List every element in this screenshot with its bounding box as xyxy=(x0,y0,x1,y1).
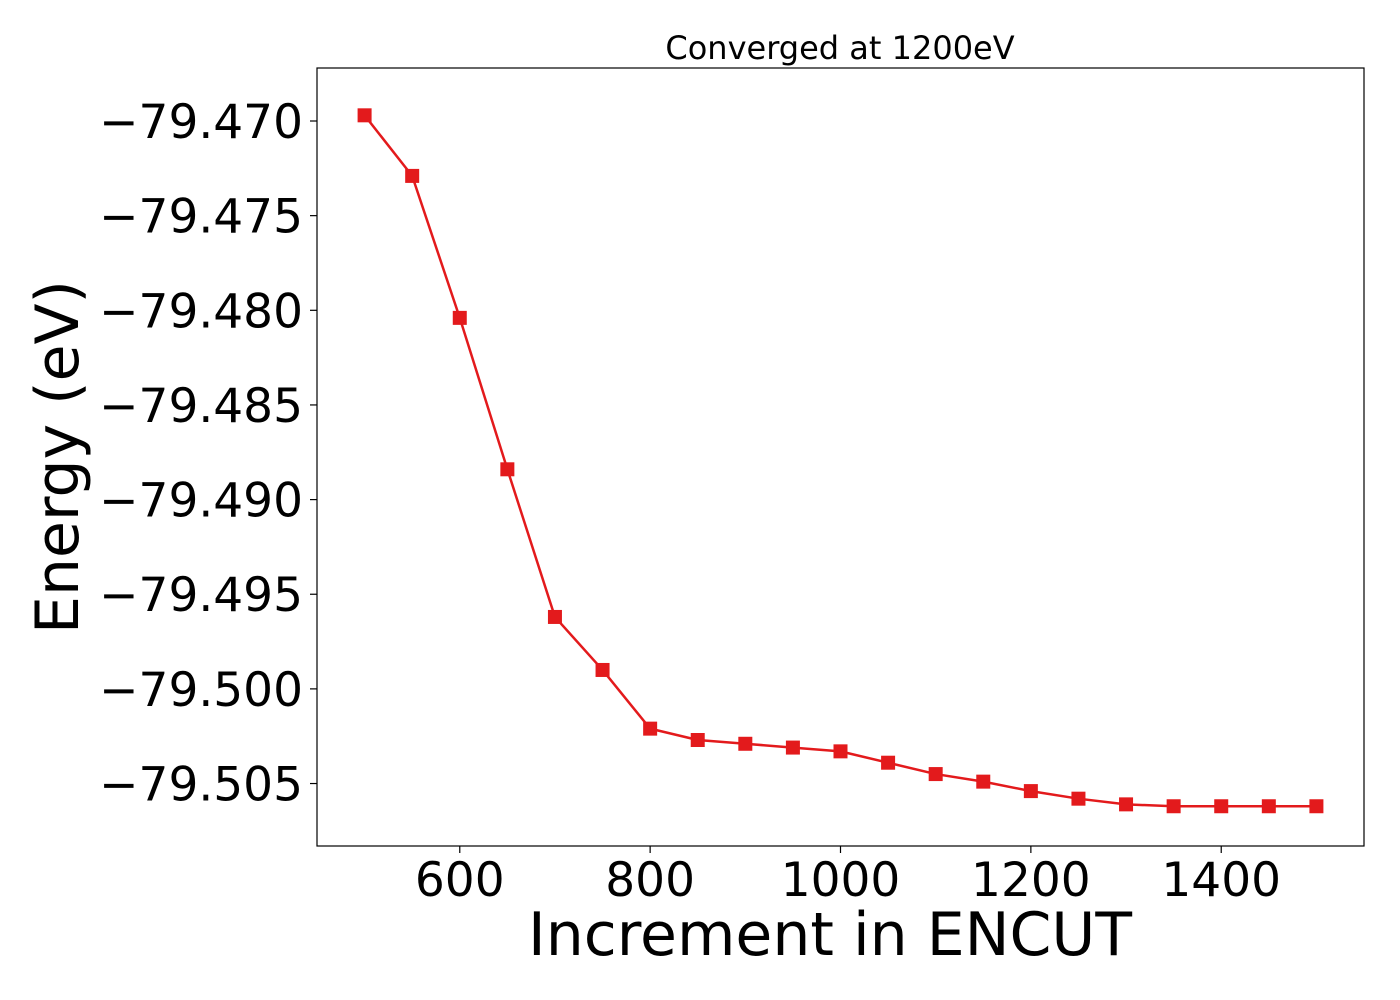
data-point-marker xyxy=(1214,799,1229,814)
x-tick-label: 1400 xyxy=(1161,853,1281,908)
data-point-marker xyxy=(976,774,991,789)
data-point-marker xyxy=(690,733,705,747)
x-axis-ticks: 600 800 1000 1200 1400 xyxy=(415,846,1281,908)
y-tick-label: −79.500 xyxy=(99,663,303,718)
y-tick-label: −79.480 xyxy=(99,284,303,339)
y-axis-ticks: −79.470 −79.475 −79.480 −79.485 −79.490 −79.4… xyxy=(99,95,317,813)
data-point-marker xyxy=(547,609,562,624)
data-point-marker xyxy=(1261,799,1276,814)
data-point-marker xyxy=(738,736,753,751)
y-tick-label: −79.495 xyxy=(99,568,303,623)
data-point-marker xyxy=(785,740,800,755)
plot-series xyxy=(357,108,1324,814)
data-point-marker xyxy=(881,755,896,770)
data-point-marker xyxy=(928,767,943,782)
data-point-marker xyxy=(833,744,848,759)
x-tick-label: 1200 xyxy=(971,853,1091,908)
x-tick-label: 1000 xyxy=(781,853,901,908)
plot-area-frame xyxy=(316,67,1365,847)
y-tick-label: −79.470 xyxy=(99,95,303,150)
data-point-marker xyxy=(405,168,420,183)
data-point-marker xyxy=(643,721,658,736)
data-point-marker xyxy=(452,310,467,325)
data-point-marker xyxy=(500,462,515,477)
data-point-marker xyxy=(357,108,372,123)
y-tick-label: −79.475 xyxy=(99,190,303,245)
y-tick-label: −79.490 xyxy=(99,474,303,529)
y-tick-label: −79.485 xyxy=(99,379,303,434)
y-tick-label: −79.505 xyxy=(99,758,303,813)
x-axis-title: Increment in ENCUT xyxy=(528,900,1132,970)
data-point-marker xyxy=(595,662,610,677)
chart-title: Converged at 1200eV xyxy=(665,29,1014,67)
data-point-marker xyxy=(1119,797,1134,812)
x-tick-label: 600 xyxy=(415,853,505,908)
data-point-marker xyxy=(1023,784,1038,799)
x-tick-label: 800 xyxy=(605,853,695,908)
data-point-marker xyxy=(1309,799,1324,814)
data-point-marker xyxy=(1071,791,1086,806)
y-axis-title: Energy (eV) xyxy=(23,280,93,634)
data-point-marker xyxy=(1166,799,1181,814)
